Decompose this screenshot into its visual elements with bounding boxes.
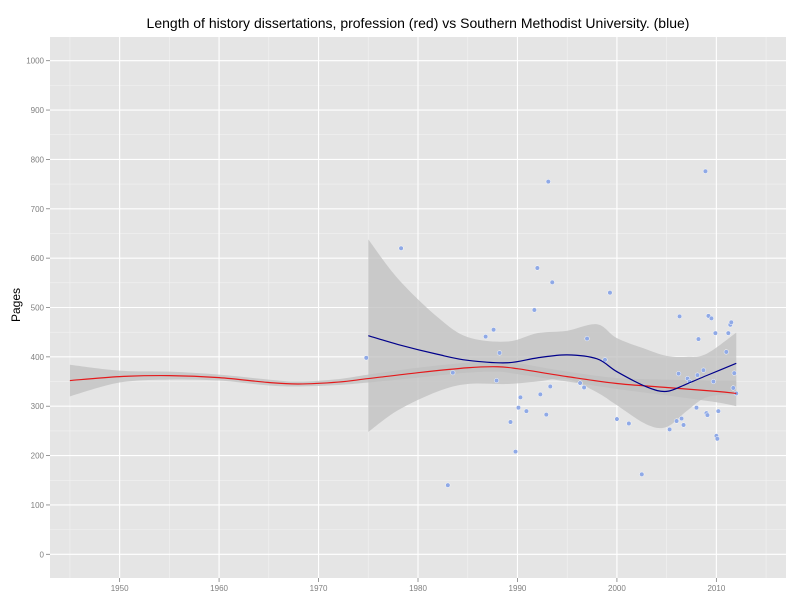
y-tick-label: 1000 xyxy=(26,57,44,66)
data-point xyxy=(725,330,731,336)
data-point xyxy=(700,367,706,373)
data-point xyxy=(517,394,523,400)
smu-confidence-band xyxy=(368,239,737,432)
data-point xyxy=(614,416,620,422)
data-point xyxy=(676,371,682,377)
x-tick-label: 1980 xyxy=(409,584,427,593)
y-tick-label: 500 xyxy=(31,304,45,313)
y-tick-label: 200 xyxy=(31,452,45,461)
data-point xyxy=(398,245,404,251)
data-point xyxy=(677,313,683,319)
data-point xyxy=(584,336,590,342)
data-point xyxy=(549,279,555,285)
data-point xyxy=(581,384,587,391)
data-point xyxy=(710,378,716,385)
data-point xyxy=(445,482,451,488)
data-point xyxy=(695,336,702,342)
data-point xyxy=(545,179,551,185)
data-point xyxy=(547,383,553,390)
data-point xyxy=(667,426,673,432)
data-point xyxy=(639,471,645,477)
y-tick-label: 400 xyxy=(31,353,45,362)
smu-smooth-line xyxy=(368,335,737,393)
data-point xyxy=(483,334,489,340)
x-tick-label: 1950 xyxy=(111,584,129,593)
x-tick-label: 1970 xyxy=(310,584,328,593)
y-tick-label: 300 xyxy=(31,402,45,411)
data-point xyxy=(507,419,514,425)
data-point xyxy=(730,385,736,391)
x-tick-label: 2000 xyxy=(608,584,626,593)
data-point xyxy=(534,265,540,271)
plot-area: 0 100 200 300 400 500 600 700 800 900 1000 1950 1960… xyxy=(26,37,786,593)
data-point xyxy=(491,327,497,333)
y-tick-label: 100 xyxy=(31,501,45,510)
data-point xyxy=(714,436,720,442)
y-tick-label: 800 xyxy=(31,155,45,164)
y-tick-label: 0 xyxy=(40,550,45,559)
x-tick-label: 1990 xyxy=(509,584,527,593)
data-point xyxy=(704,412,710,418)
data-point xyxy=(728,319,734,325)
data-point xyxy=(363,355,369,361)
data-point xyxy=(494,378,500,384)
data-point xyxy=(679,416,685,422)
data-point xyxy=(602,357,608,363)
profession-smooth-line xyxy=(69,366,737,394)
data-point xyxy=(694,372,701,378)
data-point xyxy=(715,408,721,414)
data-point xyxy=(708,315,714,321)
data-point xyxy=(607,290,613,296)
data-point xyxy=(543,412,549,418)
y-tick-label: 900 xyxy=(31,106,45,115)
data-point xyxy=(702,168,708,174)
data-point xyxy=(712,330,718,336)
chart-title: Length of history dissertations, profess… xyxy=(147,15,690,31)
data-point xyxy=(674,418,680,424)
data-point xyxy=(577,380,583,386)
data-point xyxy=(537,391,543,397)
y-tick-label: 700 xyxy=(31,205,45,214)
data-point xyxy=(523,408,529,414)
data-point xyxy=(626,420,632,427)
data-point xyxy=(531,307,537,313)
y-axis-label: Pages xyxy=(9,288,23,322)
x-tick-label: 1960 xyxy=(210,584,228,593)
data-point xyxy=(731,370,737,376)
data-point xyxy=(693,405,700,411)
data-point xyxy=(681,422,687,428)
data-point xyxy=(450,370,456,376)
data-point xyxy=(515,405,522,411)
data-point xyxy=(497,350,503,356)
data-point xyxy=(512,449,519,455)
x-tick-label: 2010 xyxy=(707,584,725,593)
data-point xyxy=(723,349,729,355)
y-tick-label: 600 xyxy=(31,254,45,263)
